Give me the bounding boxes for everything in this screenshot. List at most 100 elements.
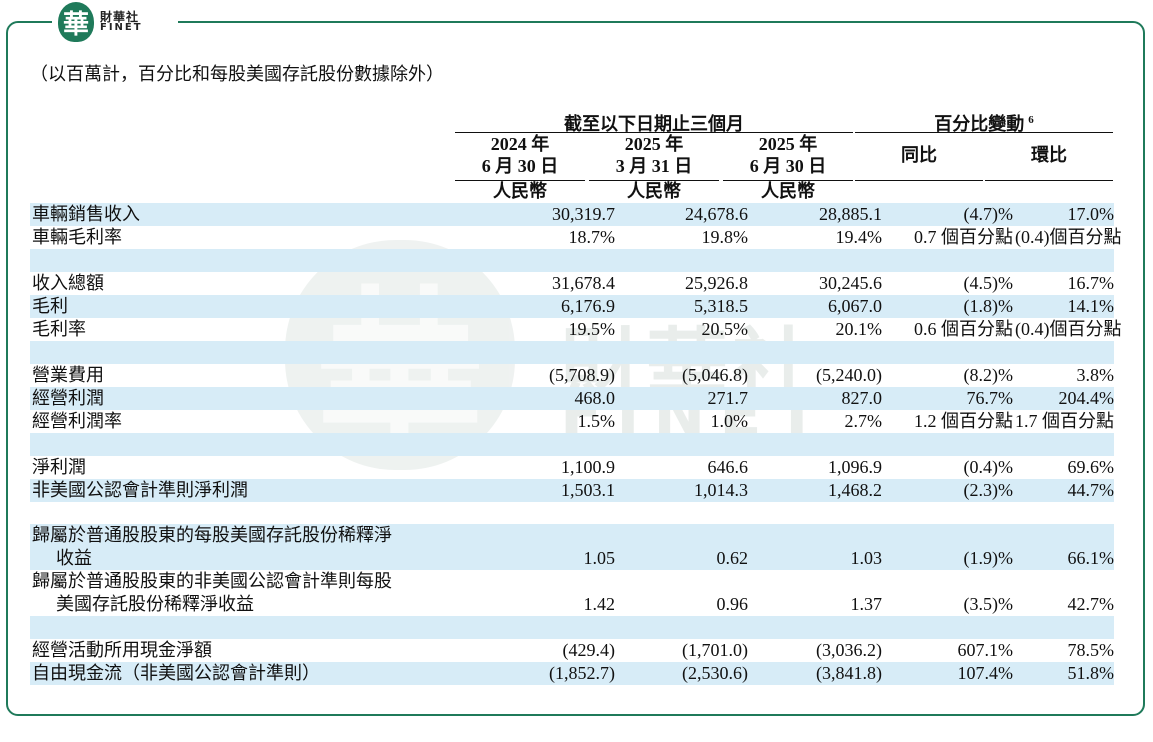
spacer-row	[30, 616, 1114, 639]
cell-2025q2: (3,036.2)	[816, 640, 882, 660]
row-label: 經營利潤率	[32, 411, 122, 431]
cell-2025q1: (2,530.6)	[682, 663, 748, 683]
cell-2025q2: 30,245.6	[819, 273, 882, 293]
finet-logo: 華 財華社 FINET	[52, 0, 178, 44]
col3-date: 6 月 30 日	[749, 156, 827, 176]
table-row: 營業費用 (5,708.9) (5,046.8) (5,240.0) (8.2)…	[30, 364, 1114, 387]
cell-qoq: 42.7%	[1067, 594, 1115, 614]
cell-2025q1: (5,046.8)	[682, 365, 748, 385]
table-row: 非美國公認會計準則淨利潤 1,503.1 1,014.3 1,468.2 (2.…	[30, 479, 1114, 502]
row-label: 毛利	[32, 296, 68, 316]
cell-yoy: (2.3)%	[963, 480, 1013, 500]
row-label-cont: 收益	[56, 548, 92, 568]
cell-2024q2: 468.0	[574, 388, 616, 408]
cell-2024q2: 19.5%	[568, 319, 616, 339]
cell-yoy: (4.5)%	[963, 273, 1013, 293]
spacer-row	[30, 502, 1114, 525]
col2-date: 3 月 31 日	[615, 156, 693, 176]
col3-currency: 人民幣	[761, 181, 815, 201]
col5-header: 環比	[1031, 145, 1067, 165]
cell-2025q1: 24,678.6	[685, 204, 748, 224]
col3-year: 2025 年	[758, 134, 818, 154]
cell-qoq: 17.0%	[1067, 204, 1115, 224]
header-change-footnote: 6	[1028, 114, 1034, 126]
units-note: （以百萬計，百分比和每股美國存託股份數據除外）	[30, 64, 444, 84]
table-row: 淨利潤 1,100.9 646.6 1,096.9 (0.4)% 69.6%	[30, 456, 1114, 479]
cell-2025q2: 2.7%	[844, 411, 883, 431]
spacer-row	[30, 433, 1114, 456]
cell-2025q2: 20.1%	[835, 319, 883, 339]
cell-2025q2: 28,885.1	[819, 204, 882, 224]
cell-2024q2: 1.05	[583, 548, 616, 568]
cell-2025q2: (5,240.0)	[816, 365, 882, 385]
table-row: 毛利 6,176.9 5,318.5 6,067.0 (1.8)% 14.1%	[30, 295, 1114, 318]
row-label: 車輛銷售收入	[32, 204, 140, 224]
row-label: 歸屬於普通股股東的非美國公認會計準則每股	[32, 571, 392, 591]
spacer-row	[30, 341, 1114, 364]
col1-header: 2024 年 6 月 30 日	[455, 133, 585, 177]
cell-yoy: 607.1%	[957, 640, 1014, 660]
col3-rule	[723, 180, 853, 181]
table-row: 經營利潤率 1.5% 1.0% 2.7% 1.2 個百分點 1.7 個百分點	[30, 410, 1114, 433]
cell-yoy: (4.7)%	[963, 204, 1013, 224]
cell-2025q2: 1.03	[850, 548, 883, 568]
col2-header: 2025 年 3 月 31 日	[589, 133, 719, 177]
row-label: 收入總額	[32, 273, 104, 293]
cell-yoy: (1.8)%	[963, 296, 1013, 316]
cell-2025q2: (3,841.8)	[816, 663, 882, 683]
row-label: 非美國公認會計準則淨利潤	[32, 480, 248, 500]
row-label: 淨利潤	[32, 457, 86, 477]
col4-header: 同比	[901, 145, 937, 165]
cell-yoy: 0.6 個百分點	[914, 319, 1013, 339]
cell-2024q2: 31,678.4	[552, 273, 615, 293]
cell-2025q2: 1,468.2	[828, 480, 882, 500]
cell-yoy: 107.4%	[957, 663, 1014, 683]
cell-2024q2: 1.5%	[577, 411, 616, 431]
cell-qoq: 16.7%	[1067, 273, 1115, 293]
cell-yoy: (3.5)%	[963, 594, 1013, 614]
table-row: 毛利率 19.5% 20.5% 20.1% 0.6 個百分點 (0.4)個百分點	[30, 318, 1122, 341]
cell-2024q2: 6,176.9	[561, 296, 615, 316]
finet-logo-text: 財華社 FINET	[100, 11, 143, 33]
content-frame	[6, 21, 1145, 716]
cell-yoy: (1.9)%	[963, 548, 1013, 568]
cell-yoy: 1.2 個百分點	[914, 411, 1013, 431]
table-row: 經營活動所用現金淨額 (429.4) (1,701.0) (3,036.2) 6…	[30, 639, 1114, 662]
cell-2025q1: 1,014.3	[694, 480, 748, 500]
cell-qoq: 204.4%	[1058, 388, 1115, 408]
cell-2025q1: 20.5%	[701, 319, 749, 339]
cell-qoq: (0.4)個百分點	[1015, 227, 1122, 247]
col4-rule	[855, 180, 983, 181]
row-label: 車輛毛利率	[32, 227, 122, 247]
cell-2025q2: 1.37	[850, 594, 883, 614]
cell-qoq: 51.8%	[1067, 663, 1115, 683]
cell-qoq: 69.6%	[1067, 457, 1115, 477]
cell-2025q2: 827.0	[841, 388, 883, 408]
cell-qoq: 14.1%	[1067, 296, 1115, 316]
cell-2025q1: 25,926.8	[685, 273, 748, 293]
cell-2025q1: 0.96	[716, 594, 749, 614]
header-period-group: 截至以下日期止三個月	[564, 114, 744, 134]
cell-2024q2: 1,503.1	[561, 480, 615, 500]
cell-2025q1: (1,701.0)	[682, 640, 748, 660]
cell-2025q1: 19.8%	[701, 227, 749, 247]
table-row: 收入總額 31,678.4 25,926.8 30,245.6 (4.5)% 1…	[30, 272, 1114, 295]
cell-2024q2: (429.4)	[562, 640, 616, 660]
cell-qoq: (0.4)個百分點	[1015, 319, 1122, 339]
cell-2025q1: 5,318.5	[694, 296, 748, 316]
cell-qoq: 44.7%	[1067, 480, 1115, 500]
col1-currency: 人民幣	[493, 181, 547, 201]
header-change-group: 百分比變動 6	[855, 110, 1113, 136]
row-label: 歸屬於普通股股東的每股美國存託股份稀釋淨	[32, 525, 392, 545]
cell-2025q1: 1.0%	[710, 411, 749, 431]
cell-qoq: 1.7 個百分點	[1015, 411, 1114, 431]
row-label: 經營活動所用現金淨額	[32, 640, 212, 660]
logo-cn: 財華社	[100, 10, 140, 24]
header-change-rule	[855, 132, 1113, 133]
cell-yoy: (8.2)%	[963, 365, 1013, 385]
col1-date: 6 月 30 日	[481, 156, 559, 176]
cell-2025q1: 646.6	[707, 457, 749, 477]
table-row: 車輛銷售收入 30,319.7 24,678.6 28,885.1 (4.7)%…	[30, 203, 1114, 226]
cell-qoq: 66.1%	[1067, 548, 1115, 568]
cell-2024q2: 30,319.7	[552, 204, 615, 224]
